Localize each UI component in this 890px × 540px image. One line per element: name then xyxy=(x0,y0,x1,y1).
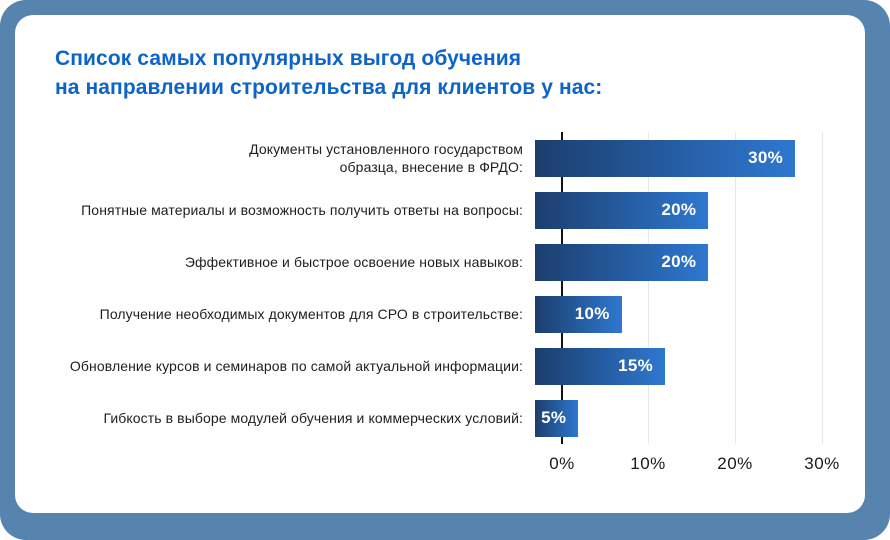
bar-track: 10% xyxy=(535,295,847,333)
bar-value-label: 20% xyxy=(661,252,697,271)
chart-row: Обновление курсов и семинаров по самой а… xyxy=(43,340,865,392)
bar-value-label: 20% xyxy=(661,200,697,219)
chart-row: Документы установленного государством об… xyxy=(43,132,865,184)
gridline-20 xyxy=(735,132,736,444)
gridline-30 xyxy=(822,132,823,444)
bar-track: 15% xyxy=(535,347,847,385)
bar-track: 20% xyxy=(535,191,847,229)
category-label: Обновление курсов и семинаров по самой а… xyxy=(69,357,523,374)
bar-value-label: 15% xyxy=(618,356,653,375)
chart-row: Понятные материалы и возможность получит… xyxy=(43,184,865,236)
bar: 5% xyxy=(535,399,579,437)
bar-track: 20% xyxy=(535,243,847,281)
x-tick-label: 30% xyxy=(804,454,840,473)
bar-chart: Документы установленного государством об… xyxy=(15,132,865,478)
gridline-10 xyxy=(648,132,649,444)
bar: 20% xyxy=(535,243,709,281)
y-axis-line xyxy=(561,132,865,444)
bar-value-label: 10% xyxy=(574,304,610,323)
page-title: Список самых популярных выгод обучения н… xyxy=(55,47,603,99)
bar: 10% xyxy=(535,295,622,333)
category-label: Эффективное и быстрое освоение новых нав… xyxy=(184,253,523,270)
bar-value-label: 30% xyxy=(748,148,783,167)
chart-card: Список самых популярных выгод обучения н… xyxy=(15,15,865,513)
bar: 20% xyxy=(535,191,709,229)
x-tick-label: 20% xyxy=(717,454,753,473)
bar-track: 30% xyxy=(535,139,847,177)
bar-track: 5% xyxy=(535,399,847,437)
category-label: Получение необходимых документов для СРО… xyxy=(99,305,523,322)
bar: 15% xyxy=(535,347,665,385)
bar: 30% xyxy=(535,139,795,177)
category-label: Гибкость в выборе модулей обучения и ком… xyxy=(103,409,523,426)
chart-row: Получение необходимых документов для СРО… xyxy=(43,288,865,340)
x-tick-label: 10% xyxy=(630,454,666,473)
bar-value-label: 5% xyxy=(541,408,567,427)
category-label: Документы установленного государством об… xyxy=(249,140,523,175)
chart-row: Эффективное и быстрое освоение новых нав… xyxy=(43,236,865,288)
chart-rows: Документы установленного государством об… xyxy=(43,132,865,444)
x-tick-label: 0% xyxy=(549,454,575,473)
chart-row: Гибкость в выборе модулей обучения и ком… xyxy=(43,392,865,444)
category-label: Понятные материалы и возможность получит… xyxy=(81,201,523,218)
x-axis: 0% 10% 20% 30% xyxy=(549,444,865,478)
